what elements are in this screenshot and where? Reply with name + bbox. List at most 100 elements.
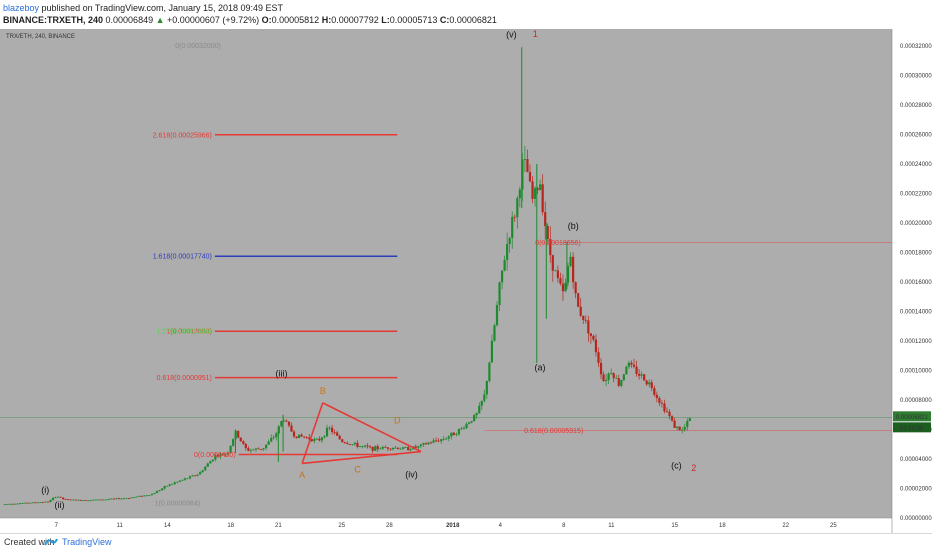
candle-body [221,453,225,455]
candle-body [589,333,592,336]
candle-body [361,446,364,447]
candle-body [587,320,590,334]
y-tick-label: 0.00024000 [900,162,932,168]
candle-body [77,499,80,501]
candle-body [341,439,344,443]
candle-body [660,402,664,404]
candle-body [122,498,126,500]
x-tick-label: 4 [499,523,503,529]
candle-body [457,428,461,435]
high-label: H: [321,15,332,25]
open-value: 0.00005812 [271,15,320,25]
candle-body [100,499,103,501]
candle-body [440,439,443,442]
candle-body [371,446,374,451]
fib-level-label: 0(0.00032000) [175,43,221,50]
candle-body [399,448,402,450]
candle-body [112,498,115,500]
candle-body [84,500,88,502]
price-change: +0.00000607 (+9.72%) [167,15,260,25]
x-tick-label: 2018 [446,523,460,529]
candle-body [610,373,613,375]
candle-body [265,444,268,449]
candle-body [566,266,570,283]
x-tick-label: 14 [164,523,171,529]
candle-body [561,283,565,292]
price-chart[interactable]: TRX/ETH, 240, BINANCE 0.00032000 0.0003000… [0,29,932,533]
candle-body [201,470,204,473]
y-tick-label: 0.00004000 [900,457,932,463]
candle-body [107,499,110,501]
candle-body [523,159,527,160]
candle-body [183,478,187,480]
candle-body [637,373,641,376]
candle-body [41,502,44,504]
y-tick-label: 0.00032000 [900,44,932,50]
candle-body [541,184,544,213]
candle-body [308,437,311,440]
candle-body [267,441,270,445]
triangle-wave-label: C [354,464,361,474]
candle-body [531,181,534,199]
candle-body [599,362,603,375]
candle-body [318,438,321,441]
candle-body [282,420,285,422]
candle-body [16,503,19,505]
fib-level-label: 0(0.0000430) [194,452,236,459]
candle-body [635,366,638,374]
x-tick-label: 15 [671,523,678,529]
triangle-wave-label: D [394,416,401,426]
candle-body [64,499,67,500]
candle-body [160,488,164,491]
candle-body [259,449,263,450]
candle-body [145,495,148,497]
candle-body [460,428,463,430]
y-tick-label: 0.00012000 [900,339,932,345]
candle-body [214,455,217,460]
y-tick-label: 0.00018000 [900,250,932,256]
candle-body [488,362,491,382]
candle-body [249,449,252,451]
candle-body [442,439,445,440]
chart-title: TRX/ETH, 240, BINANCE [6,34,75,40]
candle-body [143,495,146,497]
publish-info: published on TradingView.com, January 15… [41,3,284,13]
candle-body [376,446,379,450]
candle-body [670,416,674,421]
candle-body [216,455,220,457]
candle-body [295,436,298,438]
x-tick-label: 7 [55,523,59,529]
candle-body [140,495,143,497]
candle-body [564,282,567,292]
candle-body [290,425,293,432]
candle-body [34,502,37,504]
created-with-text: Created with [4,537,55,547]
candle-body [409,449,412,451]
tradingview-brand[interactable]: TradingView [62,537,112,547]
candle-body [495,305,499,326]
candle-body [257,448,260,450]
triangle-wave-label: A [299,470,305,480]
x-tick-label: 18 [719,523,726,529]
last-price-label: 0.00006821 [896,415,928,421]
candle-body [473,415,476,422]
candle-body [193,475,197,477]
author-link[interactable]: blazeboy [3,3,40,13]
candle-body [546,226,549,240]
candle-body [384,446,387,448]
candle-body [150,494,154,496]
candle-body [604,379,608,382]
candle-body [3,504,6,505]
candle-body [211,459,214,462]
candle-body [688,418,691,421]
wave-label: (i) [41,485,49,495]
candle-body [298,434,301,438]
candle-body [67,499,70,501]
candle-body [506,243,509,261]
candle-body [252,449,255,451]
candle-body [323,436,326,438]
plot-area [0,29,892,518]
candle-body [199,472,202,475]
candle-body [72,499,75,501]
candle-body [95,499,98,501]
